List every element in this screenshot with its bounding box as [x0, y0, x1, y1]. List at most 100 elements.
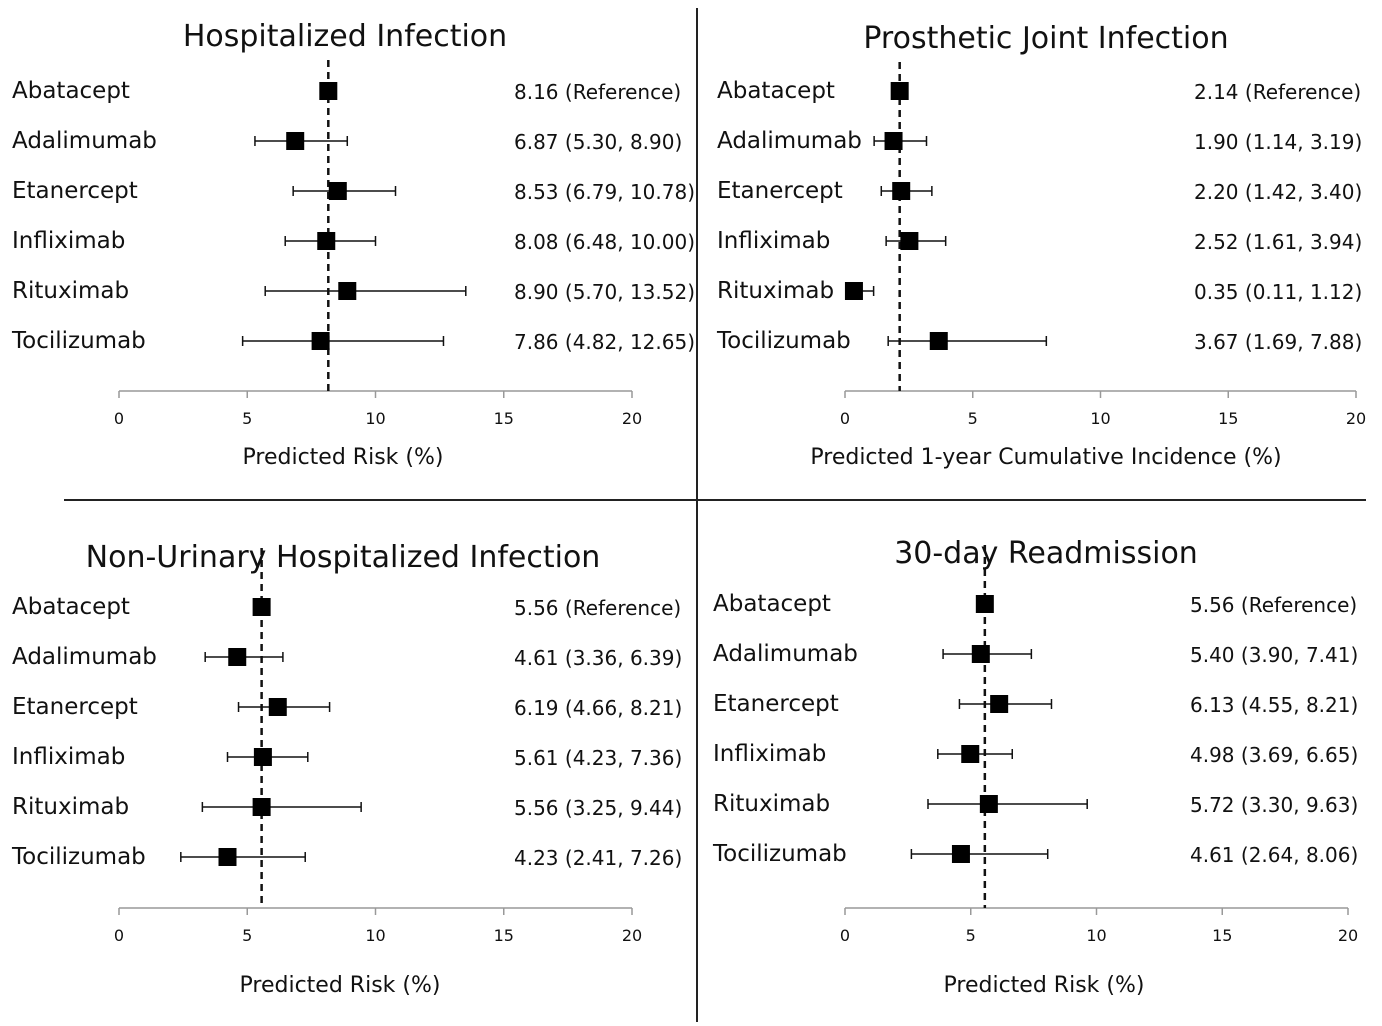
row-label: Infliximab [12, 228, 125, 254]
point-estimate-marker [252, 598, 271, 616]
x-tick-label: 0 [114, 409, 124, 428]
row-label: Etanercept [717, 178, 843, 204]
x-tick-label: 10 [365, 926, 385, 945]
row-estimate-text: 2.14 (Reference) [1194, 80, 1361, 104]
row-estimate-text: 2.52 (1.61, 3.94) [1194, 230, 1362, 254]
x-tick-label: 5 [966, 926, 976, 945]
row-label: Abatacept [12, 594, 130, 620]
row-label: Rituximab [713, 791, 830, 817]
row-estimate-text: 3.67 (1.69, 7.88) [1194, 330, 1362, 354]
point-estimate-marker [844, 282, 863, 300]
x-tick-label: 0 [114, 926, 124, 945]
x-tick-label: 5 [242, 409, 252, 428]
row-label: Adalimumab [12, 128, 157, 154]
x-tick-label: 20 [622, 409, 642, 428]
x-axis-title: Predicted 1-year Cumulative Incidence (%… [810, 445, 1281, 470]
row-label: Tocilizumab [11, 328, 146, 354]
x-tick-label: 10 [365, 409, 385, 428]
x-tick-label: 15 [1212, 926, 1232, 945]
row-label: Adalimumab [713, 641, 858, 667]
point-estimate-marker [252, 798, 271, 816]
row-estimate-text: 5.72 (3.30, 9.63) [1190, 793, 1358, 817]
point-estimate-marker [971, 645, 990, 663]
x-axis-title: Predicted Risk (%) [243, 445, 444, 470]
point-estimate-marker [975, 595, 994, 613]
point-estimate-marker [311, 332, 330, 350]
row-label: Rituximab [717, 278, 834, 304]
x-tick-label: 10 [1086, 926, 1106, 945]
x-axis-title: Predicted Risk (%) [240, 973, 441, 998]
row-estimate-text: 6.19 (4.66, 8.21) [514, 696, 682, 720]
row-label: Abatacept [713, 591, 831, 617]
row-estimate-text: 5.56 (Reference) [514, 596, 681, 620]
row-estimate-text: 4.98 (3.69, 6.65) [1190, 743, 1358, 767]
row-label: Rituximab [12, 278, 129, 304]
x-tick-label: 20 [622, 926, 642, 945]
panel-title: Hospitalized Infection [183, 19, 507, 54]
row-estimate-text: 8.08 (6.48, 10.00) [514, 230, 695, 254]
row-estimate-text: 0.35 (0.11, 1.12) [1194, 280, 1362, 304]
point-estimate-marker [979, 795, 998, 813]
row-label: Adalimumab [717, 128, 862, 154]
row-estimate-text: 5.56 (3.25, 9.44) [514, 796, 682, 820]
point-estimate-marker [951, 845, 970, 863]
row-label: Infliximab [717, 228, 830, 254]
row-label: Etanercept [713, 691, 839, 717]
row-label: Abatacept [12, 78, 130, 104]
row-estimate-text: 4.23 (2.41, 7.26) [514, 846, 682, 870]
row-label: Rituximab [12, 794, 129, 820]
point-estimate-marker [890, 82, 909, 100]
x-tick-label: 5 [242, 926, 252, 945]
row-estimate-text: 5.61 (4.23, 7.36) [514, 746, 682, 770]
point-estimate-marker [317, 232, 336, 250]
row-label: Infliximab [713, 741, 826, 767]
row-label: Infliximab [12, 744, 125, 770]
row-estimate-text: 8.16 (Reference) [514, 80, 681, 104]
row-estimate-text: 6.13 (4.55, 8.21) [1190, 693, 1358, 717]
row-estimate-text: 8.53 (6.79, 10.78) [514, 180, 695, 204]
row-estimate-text: 4.61 (3.36, 6.39) [514, 646, 682, 670]
x-tick-label: 0 [840, 409, 850, 428]
point-estimate-marker [319, 82, 338, 100]
point-estimate-marker [900, 232, 919, 250]
row-label: Adalimumab [12, 644, 157, 670]
point-estimate-marker [961, 745, 980, 763]
x-tick-label: 15 [494, 409, 514, 428]
x-tick-label: 0 [840, 926, 850, 945]
row-estimate-text: 6.87 (5.30, 8.90) [514, 130, 682, 154]
point-estimate-marker [328, 182, 347, 200]
panel-title: 30-day Readmission [894, 536, 1198, 571]
x-tick-label: 15 [1218, 409, 1238, 428]
row-estimate-text: 5.40 (3.90, 7.41) [1190, 643, 1358, 667]
panel-title: Prosthetic Joint Infection [863, 21, 1228, 56]
point-estimate-marker [990, 695, 1009, 713]
row-label: Etanercept [12, 178, 138, 204]
x-tick-label: 15 [494, 926, 514, 945]
point-estimate-marker [884, 132, 903, 150]
row-label: Abatacept [717, 78, 835, 104]
point-estimate-marker [892, 182, 911, 200]
point-estimate-marker [218, 848, 237, 866]
x-tick-label: 10 [1090, 409, 1110, 428]
row-estimate-text: 4.61 (2.64, 8.06) [1190, 843, 1358, 867]
row-estimate-text: 1.90 (1.14, 3.19) [1194, 130, 1362, 154]
point-estimate-marker [929, 332, 948, 350]
row-estimate-text: 8.90 (5.70, 13.52) [514, 280, 695, 304]
x-axis-title: Predicted Risk (%) [944, 973, 1145, 998]
point-estimate-marker [228, 648, 247, 666]
point-estimate-marker [286, 132, 305, 150]
row-estimate-text: 5.56 (Reference) [1190, 593, 1357, 617]
row-estimate-text: 7.86 (4.82, 12.65) [514, 330, 695, 354]
point-estimate-marker [268, 698, 287, 716]
x-tick-label: 20 [1338, 926, 1358, 945]
row-estimate-text: 2.20 (1.42, 3.40) [1194, 180, 1362, 204]
row-label: Tocilizumab [716, 328, 851, 354]
row-label: Etanercept [12, 694, 138, 720]
x-tick-label: 5 [968, 409, 978, 428]
panel-title: Non-Urinary Hospitalized Infection [86, 540, 601, 575]
row-label: Tocilizumab [712, 841, 847, 867]
row-label: Tocilizumab [11, 844, 146, 870]
x-tick-label: 20 [1346, 409, 1366, 428]
